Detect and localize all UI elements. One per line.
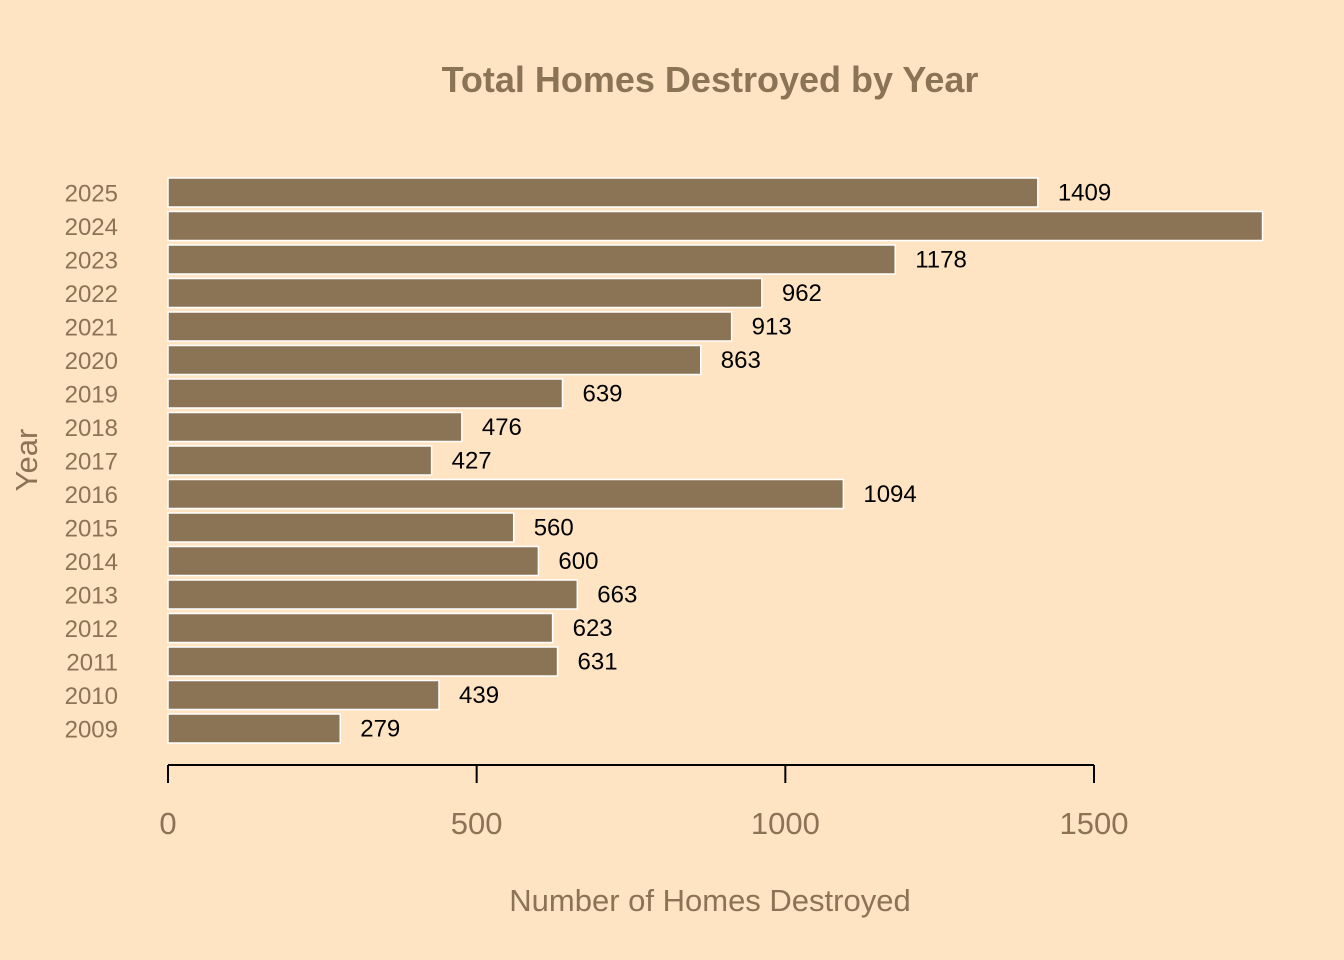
year-label-2010: 2010 <box>65 683 118 710</box>
bar-2025 <box>167 177 1039 208</box>
value-label-2018: 476 <box>482 414 522 441</box>
x-tick-label-0: 0 <box>159 806 176 841</box>
value-label-2012: 623 <box>573 615 613 642</box>
value-label-2014: 600 <box>558 548 598 575</box>
value-label-2022: 962 <box>782 280 822 307</box>
bar-2021 <box>167 311 733 342</box>
bar-2024 <box>167 210 1264 242</box>
year-label-2021: 2021 <box>65 315 118 342</box>
bar-2020 <box>167 344 702 376</box>
value-label-2021: 913 <box>752 314 792 341</box>
x-tick-label-500: 500 <box>451 806 503 841</box>
value-label-2015: 560 <box>534 515 574 542</box>
year-label-2009: 2009 <box>65 717 118 744</box>
bar-2012 <box>167 612 554 644</box>
bar-2010 <box>167 679 440 711</box>
y-axis-title: Year <box>9 429 44 492</box>
year-label-2014: 2014 <box>65 549 118 576</box>
x-axis-title: Number of Homes Destroyed <box>509 883 910 918</box>
bar-2014 <box>167 545 540 577</box>
chart-title: Total Homes Destroyed by Year <box>442 59 979 100</box>
bar-2018 <box>167 411 463 443</box>
value-label-2010: 439 <box>459 682 499 709</box>
bar-group <box>167 177 1264 744</box>
value-label-2023: 1178 <box>915 247 967 274</box>
bar-2022 <box>167 277 763 309</box>
value-label-2019: 639 <box>582 381 622 408</box>
x-axis: 0 500 1000 1500 <box>159 764 1129 841</box>
year-label-2018: 2018 <box>65 415 118 442</box>
value-label-2020: 863 <box>721 347 761 374</box>
value-label-2025: 1409 <box>1058 180 1111 207</box>
bar-2019 <box>167 378 564 409</box>
value-label-2013: 663 <box>597 582 637 609</box>
year-label-2019: 2019 <box>65 382 118 409</box>
bar-2016 <box>167 478 845 510</box>
year-label-2012: 2012 <box>65 616 118 643</box>
year-label-2025: 2025 <box>65 181 118 208</box>
bar-2009 <box>167 713 341 744</box>
value-labels: 279 439 631 623 663 600 560 1094 427 476 639 863 913… <box>360 180 1111 743</box>
bar-2015 <box>167 512 515 543</box>
bar-2011 <box>167 646 559 677</box>
year-label-2020: 2020 <box>65 348 118 375</box>
x-tick-label-1500: 1500 <box>1060 806 1129 841</box>
year-label-2016: 2016 <box>65 482 118 509</box>
year-label-2024: 2024 <box>65 214 118 241</box>
year-label-2015: 2015 <box>65 516 118 543</box>
bar-2017 <box>167 445 433 476</box>
x-tick-label-1000: 1000 <box>751 806 820 841</box>
value-label-2011: 631 <box>578 649 618 676</box>
bar-2013 <box>167 579 579 610</box>
year-label-2013: 2013 <box>65 583 118 610</box>
year-labels: 2009 2010 2011 2012 2013 2014 2015 2016 2017 2018… <box>65 181 118 744</box>
value-label-2017: 427 <box>452 448 492 475</box>
year-label-2011: 2011 <box>66 650 118 677</box>
value-label-2016: 1094 <box>863 481 916 508</box>
year-label-2017: 2017 <box>65 449 118 476</box>
year-label-2022: 2022 <box>65 281 118 308</box>
value-label-2009: 279 <box>360 716 400 743</box>
bar-2023 <box>167 244 896 275</box>
year-label-2023: 2023 <box>65 248 118 275</box>
